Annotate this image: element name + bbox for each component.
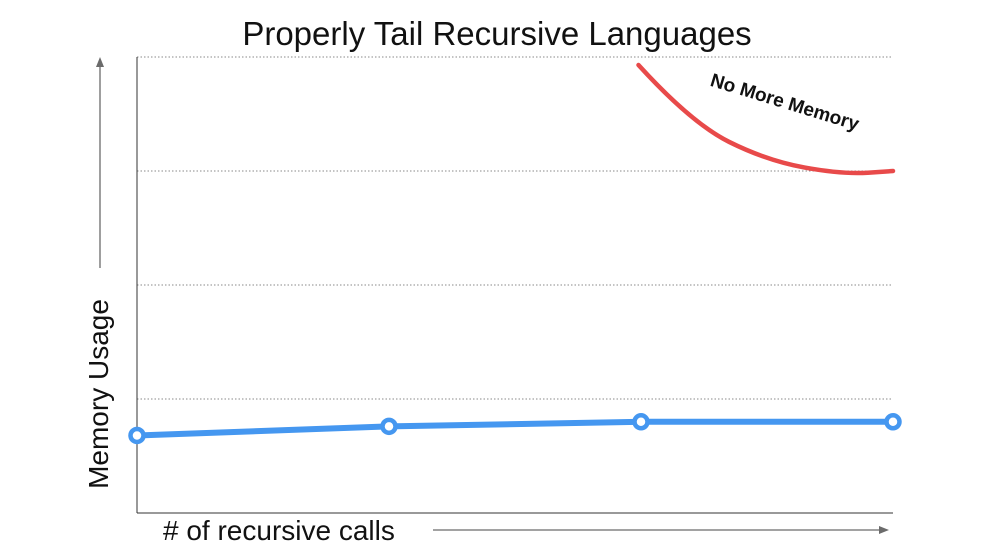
- data-point-1: [128, 426, 146, 445]
- gridlines: [137, 56, 893, 400]
- data-point-2: [380, 417, 398, 436]
- chart-title: Properly Tail Recursive Languages: [242, 15, 751, 52]
- y-axis-label: Memory Usage: [83, 299, 114, 489]
- data-point-3: [632, 413, 650, 431]
- data-point-4: [884, 413, 902, 431]
- x-axis-label: # of recursive calls: [163, 515, 395, 546]
- series: [128, 413, 902, 445]
- series-line-1: [136, 418, 893, 439]
- memory-limit-curve: [636, 62, 896, 176]
- annotation-label: No More Memory: [708, 70, 862, 135]
- annotations: No More Memory: [636, 62, 896, 176]
